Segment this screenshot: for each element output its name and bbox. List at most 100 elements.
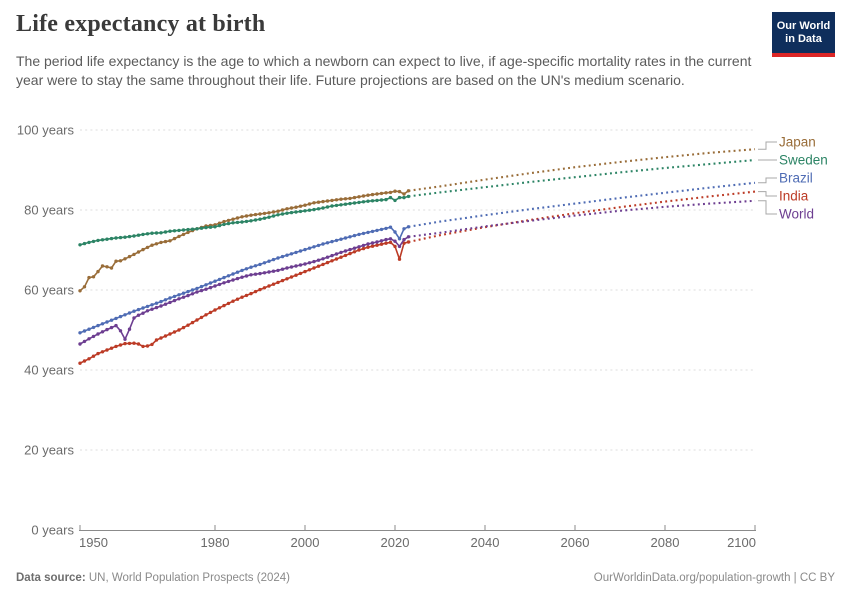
data-point-sweden[interactable] — [136, 233, 141, 237]
data-point-world[interactable] — [199, 288, 204, 293]
data-point-india[interactable] — [334, 257, 339, 261]
data-point-japan[interactable] — [352, 195, 357, 200]
data-point-japan[interactable] — [375, 192, 379, 196]
data-point-japan[interactable] — [285, 207, 289, 211]
data-point-india[interactable] — [105, 348, 109, 352]
data-point-world[interactable] — [114, 323, 118, 328]
data-point-india[interactable] — [114, 344, 118, 349]
legend-label-india[interactable]: India — [779, 189, 809, 204]
data-point-india[interactable] — [91, 354, 96, 358]
data-point-japan[interactable] — [271, 210, 276, 214]
data-point-japan[interactable] — [114, 259, 118, 263]
data-point-brazil[interactable] — [343, 236, 348, 240]
data-point-japan[interactable] — [267, 211, 271, 215]
data-point-world[interactable] — [136, 313, 141, 317]
data-point-sweden[interactable] — [361, 200, 366, 204]
data-point-japan[interactable] — [262, 211, 267, 216]
data-point-world[interactable] — [357, 245, 361, 249]
data-point-world[interactable] — [339, 250, 343, 255]
data-point-india[interactable] — [267, 284, 271, 288]
data-point-india[interactable] — [303, 269, 307, 274]
data-point-brazil[interactable] — [312, 245, 316, 249]
data-point-world[interactable] — [195, 290, 199, 294]
series-projection-world[interactable] — [408, 199, 756, 238]
data-point-sweden[interactable] — [195, 227, 199, 231]
data-point-world[interactable] — [271, 269, 276, 273]
data-point-india[interactable] — [168, 332, 172, 336]
data-point-india[interactable] — [204, 313, 208, 317]
data-point-japan[interactable] — [321, 199, 325, 204]
data-point-world[interactable] — [343, 249, 348, 253]
data-point-india[interactable] — [357, 248, 361, 252]
data-point-world[interactable] — [289, 265, 294, 269]
data-point-japan[interactable] — [258, 212, 262, 216]
legend-label-world[interactable]: World — [779, 207, 814, 222]
data-point-brazil[interactable] — [226, 274, 231, 278]
data-point-japan[interactable] — [325, 199, 330, 203]
data-point-japan[interactable] — [159, 240, 163, 245]
data-point-brazil[interactable] — [316, 243, 321, 248]
data-point-sweden[interactable] — [402, 195, 406, 200]
data-point-world[interactable] — [231, 278, 235, 282]
legend-label-brazil[interactable]: Brazil — [779, 171, 813, 186]
data-point-brazil[interactable] — [91, 325, 96, 330]
data-point-world[interactable] — [141, 311, 145, 315]
data-point-sweden[interactable] — [271, 214, 276, 218]
data-point-sweden[interactable] — [199, 226, 204, 230]
data-point-india[interactable] — [348, 251, 352, 256]
data-point-india[interactable] — [123, 341, 127, 346]
data-point-japan[interactable] — [384, 191, 388, 195]
data-point-japan[interactable] — [244, 214, 249, 218]
data-point-brazil[interactable] — [222, 275, 226, 280]
data-point-japan[interactable] — [366, 193, 370, 197]
data-point-world[interactable] — [240, 275, 244, 279]
data-point-india[interactable] — [78, 361, 82, 365]
data-point-world[interactable] — [208, 285, 213, 290]
data-point-japan[interactable] — [168, 239, 172, 243]
data-point-india[interactable] — [177, 328, 181, 332]
data-point-japan[interactable] — [91, 275, 96, 279]
data-point-brazil[interactable] — [352, 233, 357, 238]
data-point-world[interactable] — [123, 337, 127, 341]
data-point-sweden[interactable] — [159, 231, 163, 235]
data-point-brazil[interactable] — [276, 256, 280, 260]
data-point-india[interactable] — [253, 289, 258, 294]
data-point-sweden[interactable] — [186, 227, 190, 232]
data-point-japan[interactable] — [307, 202, 312, 206]
data-point-japan[interactable] — [105, 265, 109, 269]
data-point-world[interactable] — [145, 309, 150, 313]
data-point-india[interactable] — [195, 318, 199, 322]
data-point-brazil[interactable] — [96, 323, 100, 328]
data-point-brazil[interactable] — [357, 232, 361, 237]
data-point-japan[interactable] — [231, 217, 235, 221]
data-point-japan[interactable] — [136, 250, 141, 254]
data-point-sweden[interactable] — [307, 208, 312, 212]
data-point-sweden[interactable] — [388, 195, 393, 200]
data-point-world[interactable] — [226, 279, 231, 284]
data-point-world[interactable] — [105, 327, 109, 332]
data-point-sweden[interactable] — [132, 234, 136, 238]
data-point-world[interactable] — [388, 237, 393, 241]
data-point-india[interactable] — [231, 299, 235, 303]
data-point-brazil[interactable] — [114, 316, 118, 321]
data-point-world[interactable] — [91, 334, 96, 339]
data-point-world[interactable] — [204, 287, 208, 291]
data-point-india[interactable] — [316, 264, 321, 268]
data-point-india[interactable] — [217, 306, 222, 310]
data-point-india[interactable] — [240, 295, 244, 299]
data-point-japan[interactable] — [393, 189, 397, 193]
data-point-japan[interactable] — [235, 216, 240, 220]
data-point-world[interactable] — [213, 284, 217, 288]
data-point-brazil[interactable] — [186, 289, 190, 294]
data-point-japan[interactable] — [177, 234, 181, 239]
data-point-sweden[interactable] — [303, 209, 307, 213]
data-point-japan[interactable] — [348, 196, 352, 201]
data-point-world[interactable] — [402, 237, 406, 242]
data-point-india[interactable] — [298, 271, 303, 276]
data-point-india[interactable] — [312, 266, 316, 270]
data-point-brazil[interactable] — [397, 237, 402, 241]
legend-label-sweden[interactable]: Sweden — [779, 153, 828, 168]
data-point-india[interactable] — [226, 301, 231, 306]
data-point-sweden[interactable] — [249, 219, 253, 223]
data-point-sweden[interactable] — [145, 232, 150, 236]
